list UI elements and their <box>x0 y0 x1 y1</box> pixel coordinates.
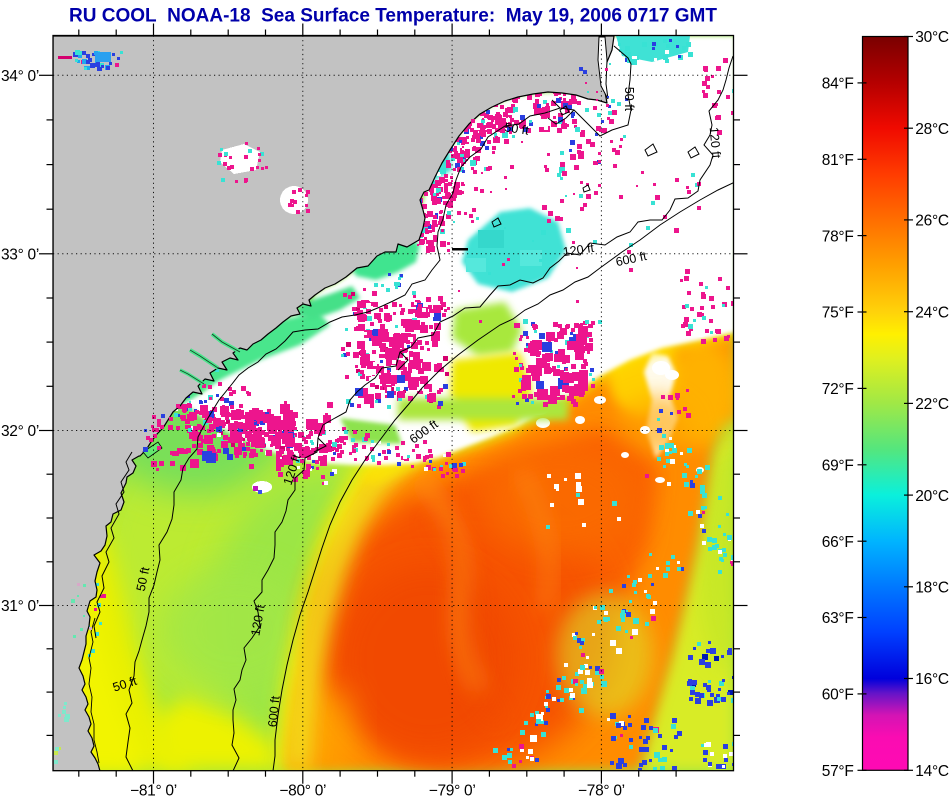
svg-text:72°F: 72°F <box>822 381 854 398</box>
svg-text:34° 0’: 34° 0’ <box>1 68 39 85</box>
svg-text:66°F: 66°F <box>822 534 854 551</box>
svg-text:63°F: 63°F <box>822 610 854 627</box>
svg-text:14°C: 14°C <box>915 763 949 780</box>
svg-text:30°C: 30°C <box>915 29 949 46</box>
svg-text:22°C: 22°C <box>915 396 949 413</box>
svg-text:−79° 0’: −79° 0’ <box>429 783 476 800</box>
svg-text:−80° 0’: −80° 0’ <box>279 783 326 800</box>
svg-text:26°C: 26°C <box>915 213 949 230</box>
svg-text:69°F: 69°F <box>822 458 854 475</box>
svg-text:32° 0’: 32° 0’ <box>1 423 39 440</box>
svg-text:−78° 0’: −78° 0’ <box>578 783 625 800</box>
svg-text:120 ft: 120 ft <box>248 603 267 637</box>
svg-text:600 ft: 600 ft <box>614 249 648 269</box>
svg-text:81°F: 81°F <box>822 152 854 169</box>
svg-text:60°F: 60°F <box>822 687 854 704</box>
svg-text:50 ft: 50 ft <box>504 120 531 137</box>
svg-text:84°F: 84°F <box>822 76 854 93</box>
svg-text:33° 0’: 33° 0’ <box>1 246 39 263</box>
svg-text:20°C: 20°C <box>915 488 949 505</box>
svg-text:18°C: 18°C <box>915 580 949 597</box>
svg-text:600 ft: 600 ft <box>265 695 282 728</box>
svg-text:31° 0’: 31° 0’ <box>1 598 39 615</box>
svg-text:50 ft: 50 ft <box>134 565 153 592</box>
svg-text:16°C: 16°C <box>915 671 949 688</box>
svg-text:−81° 0’: −81° 0’ <box>130 783 177 800</box>
svg-text:75°F: 75°F <box>822 305 854 322</box>
svg-text:78°F: 78°F <box>822 228 854 245</box>
svg-text:RU COOL NOAA-18 Sea Surface: RU COOL NOAA-18 Sea Surface Temperature:… <box>69 6 717 27</box>
svg-text:57°F: 57°F <box>822 763 854 780</box>
svg-text:28°C: 28°C <box>915 121 949 138</box>
svg-text:50 ft: 50 ft <box>622 87 636 112</box>
svg-text:120 ft: 120 ft <box>562 241 595 259</box>
svg-text:120 ft: 120 ft <box>707 126 724 159</box>
svg-text:24°C: 24°C <box>915 304 949 321</box>
